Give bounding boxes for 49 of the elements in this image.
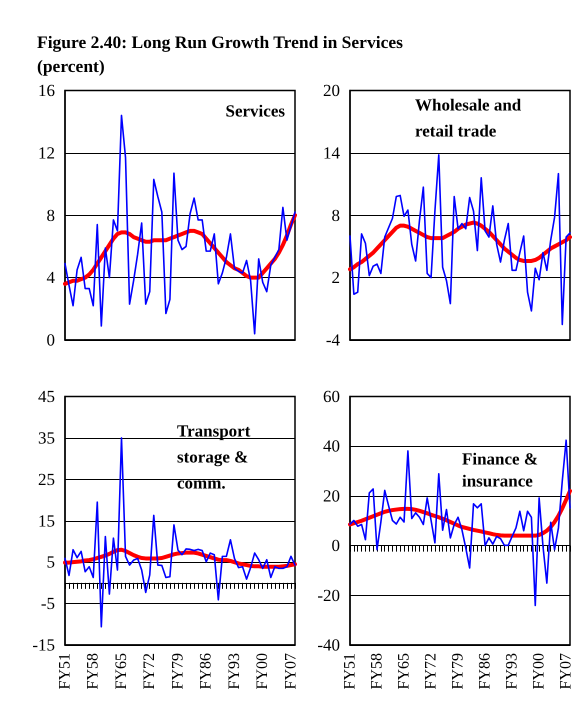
x-tick-label: FY72	[141, 653, 158, 690]
y-tick-label: 2	[332, 268, 340, 288]
y-tick-label: 40	[323, 436, 340, 456]
x-tick-label: FY72	[422, 653, 440, 690]
y-tick-label: 15	[38, 511, 55, 530]
y-tick-label: 0	[46, 330, 55, 350]
x-tick-label: FY86	[198, 653, 215, 690]
y-tick-label: 5	[46, 552, 55, 572]
y-tick-label: 8	[332, 206, 340, 225]
y-tick-label: -15	[32, 636, 55, 654]
y-tick-label: 20	[323, 81, 340, 100]
x-tick-label: FY65	[396, 653, 413, 690]
y-tick-label: 25	[38, 470, 55, 489]
x-tick-label: FY79	[169, 653, 186, 690]
annotation: Services	[226, 102, 286, 120]
x-tick-label: FY07	[558, 653, 575, 690]
line-series	[349, 154, 571, 326]
x-tick-label: FY58	[84, 653, 102, 690]
x-tick-label: FY00	[254, 653, 272, 690]
x-tick-label: FY65	[112, 653, 130, 690]
y-tick-label: 8	[46, 206, 55, 225]
y-tick-label: -5	[40, 594, 55, 614]
y-tick-label: 60	[323, 387, 340, 406]
x-tick-label: FY58	[368, 653, 386, 690]
x-tick-label: FY51	[342, 653, 358, 690]
y-tick-label: -40	[317, 636, 340, 654]
y-tick-label: 16	[38, 81, 55, 100]
x-tick-label: FY00	[530, 653, 548, 690]
x-tick-label: FY51	[56, 653, 74, 690]
y-tick-label: 4	[46, 268, 56, 288]
annotation: Transport storage & comm.	[177, 422, 255, 492]
x-tick-label: FY86	[476, 653, 494, 690]
x-tick-label: FY93	[226, 653, 243, 690]
y-tick-label: 45	[38, 387, 55, 406]
chart-title: Figure 2.40: Long Run Growth Trend in Services	[37, 31, 403, 54]
y-tick-label: 20	[323, 486, 340, 506]
annotation: Wholesale and retail trade	[415, 96, 526, 140]
annotation: Finance & insurance	[462, 450, 542, 490]
x-tick-label: FY07	[282, 653, 300, 690]
y-tick-label: 14	[323, 143, 340, 162]
y-tick-label: 35	[38, 428, 55, 448]
y-tick-label: -20	[317, 586, 340, 605]
x-tick-label: FY79	[450, 653, 467, 690]
line-series	[349, 439, 571, 606]
y-tick-label: 0	[332, 536, 340, 556]
x-tick-label: FY93	[504, 653, 521, 690]
chart-subtitle: (percent)	[37, 55, 106, 78]
y-tick-label: -4	[326, 330, 340, 350]
y-tick-label: 12	[38, 143, 55, 162]
